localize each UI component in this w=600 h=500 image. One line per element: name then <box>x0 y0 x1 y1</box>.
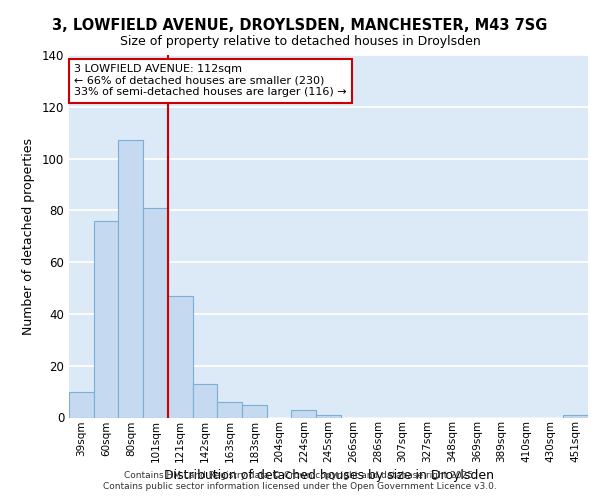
Bar <box>143 208 168 418</box>
Bar <box>193 384 217 418</box>
Text: Size of property relative to detached houses in Droylsden: Size of property relative to detached ho… <box>119 35 481 48</box>
Bar <box>168 296 193 418</box>
X-axis label: Distribution of detached houses by size in Droylsden: Distribution of detached houses by size … <box>163 470 493 482</box>
Text: Contains HM Land Registry data © Crown copyright and database right 2025.: Contains HM Land Registry data © Crown c… <box>124 471 476 480</box>
Text: Contains public sector information licensed under the Open Government Licence v3: Contains public sector information licen… <box>103 482 497 491</box>
Bar <box>316 415 341 418</box>
Bar <box>69 392 94 417</box>
Bar <box>563 415 588 418</box>
Bar <box>118 140 143 417</box>
Bar <box>292 410 316 418</box>
Bar <box>217 402 242 417</box>
Bar <box>242 404 267 417</box>
Text: 3 LOWFIELD AVENUE: 112sqm
← 66% of detached houses are smaller (230)
33% of semi: 3 LOWFIELD AVENUE: 112sqm ← 66% of detac… <box>74 64 347 98</box>
Y-axis label: Number of detached properties: Number of detached properties <box>22 138 35 335</box>
Bar <box>94 220 118 418</box>
Text: 3, LOWFIELD AVENUE, DROYLSDEN, MANCHESTER, M43 7SG: 3, LOWFIELD AVENUE, DROYLSDEN, MANCHESTE… <box>52 18 548 32</box>
